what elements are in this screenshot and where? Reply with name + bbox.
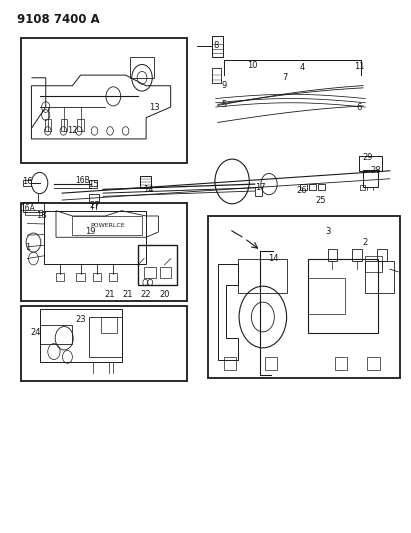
- Text: 14: 14: [143, 185, 153, 194]
- Bar: [359, 156, 382, 171]
- Bar: [89, 180, 97, 188]
- Bar: [44, 211, 146, 264]
- Text: 15: 15: [88, 180, 98, 189]
- Text: 27: 27: [90, 201, 100, 210]
- Text: 28: 28: [370, 166, 381, 175]
- Bar: [360, 185, 365, 190]
- Bar: [61, 119, 67, 131]
- Bar: [328, 249, 337, 261]
- Bar: [224, 357, 236, 370]
- Bar: [318, 183, 325, 190]
- Bar: [265, 357, 277, 370]
- Text: 7: 7: [283, 73, 288, 82]
- Bar: [363, 169, 378, 187]
- Bar: [140, 176, 151, 188]
- Bar: [308, 278, 345, 314]
- Text: 11: 11: [354, 62, 365, 70]
- Bar: [101, 317, 118, 333]
- Text: 22: 22: [141, 290, 151, 299]
- Bar: [309, 183, 316, 190]
- Bar: [109, 273, 118, 281]
- Bar: [89, 193, 99, 203]
- Bar: [93, 273, 101, 281]
- Bar: [77, 119, 84, 131]
- Text: 9: 9: [221, 81, 226, 90]
- Text: 20: 20: [159, 290, 170, 299]
- Bar: [72, 216, 142, 235]
- Bar: [367, 357, 380, 370]
- Bar: [144, 266, 155, 278]
- Text: 29: 29: [362, 153, 372, 162]
- Bar: [377, 249, 387, 261]
- Bar: [23, 180, 31, 185]
- Text: 3: 3: [326, 228, 331, 237]
- Text: 23: 23: [75, 315, 86, 324]
- Bar: [21, 38, 187, 163]
- Bar: [21, 306, 187, 381]
- Bar: [138, 245, 177, 285]
- Bar: [159, 266, 171, 278]
- Text: 25: 25: [315, 196, 326, 205]
- Bar: [300, 183, 307, 190]
- Text: 6: 6: [356, 102, 362, 111]
- Text: 8: 8: [213, 42, 218, 51]
- Text: 4: 4: [299, 63, 305, 71]
- Bar: [39, 309, 122, 362]
- Text: 17: 17: [256, 183, 266, 192]
- Bar: [352, 249, 362, 261]
- Bar: [56, 273, 64, 281]
- Text: 24: 24: [30, 328, 41, 337]
- Bar: [365, 261, 394, 293]
- Text: 2: 2: [363, 238, 368, 247]
- Bar: [238, 259, 287, 293]
- Text: 16A: 16A: [20, 204, 35, 213]
- Bar: [21, 203, 187, 301]
- Bar: [212, 36, 223, 56]
- Bar: [208, 216, 400, 378]
- Text: 21: 21: [104, 290, 115, 299]
- Text: 26: 26: [296, 186, 307, 195]
- Text: 16B: 16B: [75, 176, 90, 185]
- Text: POWERLCE: POWERLCE: [90, 223, 125, 228]
- Bar: [25, 210, 42, 215]
- Bar: [23, 202, 44, 212]
- Bar: [130, 56, 154, 78]
- Bar: [308, 259, 378, 333]
- Bar: [89, 317, 122, 357]
- Text: 9108 7400 A: 9108 7400 A: [17, 13, 100, 26]
- Text: 5: 5: [221, 100, 226, 109]
- Bar: [39, 325, 72, 344]
- Bar: [76, 273, 85, 281]
- Text: 14: 14: [268, 254, 278, 263]
- Text: 1: 1: [25, 244, 30, 253]
- Bar: [365, 256, 382, 272]
- Bar: [255, 187, 262, 196]
- Text: 19: 19: [85, 228, 96, 237]
- Text: 12: 12: [67, 126, 78, 135]
- Bar: [44, 119, 51, 131]
- Bar: [212, 68, 222, 83]
- Text: 16: 16: [22, 177, 32, 186]
- Text: 13: 13: [149, 102, 159, 111]
- Text: 10: 10: [247, 61, 258, 70]
- Bar: [335, 357, 347, 370]
- Text: 18: 18: [36, 212, 47, 221]
- Text: 21: 21: [122, 290, 133, 299]
